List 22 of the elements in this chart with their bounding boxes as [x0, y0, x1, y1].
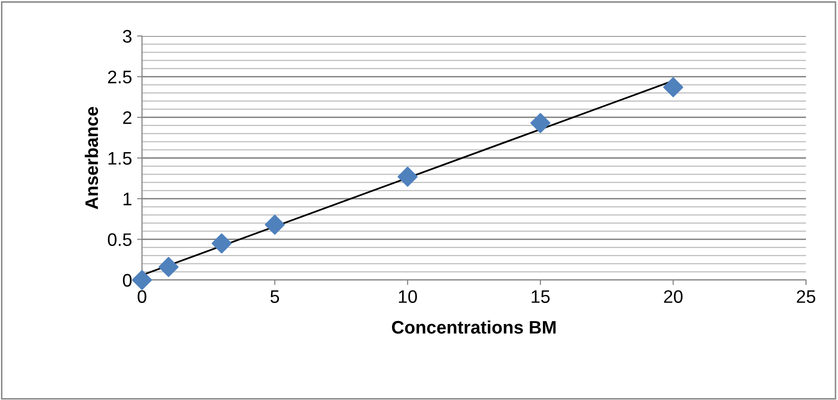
point: [212, 233, 232, 254]
point: [264, 214, 285, 235]
y-tick-label: 0: [122, 274, 132, 287]
point: [158, 256, 179, 277]
y-tick-label: 2: [123, 111, 132, 124]
x-tick-label: 25: [796, 290, 816, 303]
x-axis-title: Concentrations BM: [392, 320, 556, 334]
x-tick-label: 15: [532, 290, 550, 303]
y-tick-label: 3: [122, 30, 132, 43]
x-tick-label: 5: [270, 290, 280, 303]
y-tick-label: 1.5: [108, 152, 132, 165]
point: [663, 77, 684, 98]
x-tick-label: 0: [138, 290, 146, 303]
y-tick-label: 1: [124, 192, 132, 206]
point: [398, 166, 418, 187]
y-tick-label: 0.5: [108, 233, 132, 246]
point: [530, 113, 550, 134]
x-tick-label: 10: [398, 290, 417, 303]
x-tick-label: 20: [664, 290, 683, 303]
y-axis-title: Anserbance: [84, 106, 98, 210]
y-tick-label: 2.5: [108, 70, 132, 84]
point: [132, 270, 152, 290]
